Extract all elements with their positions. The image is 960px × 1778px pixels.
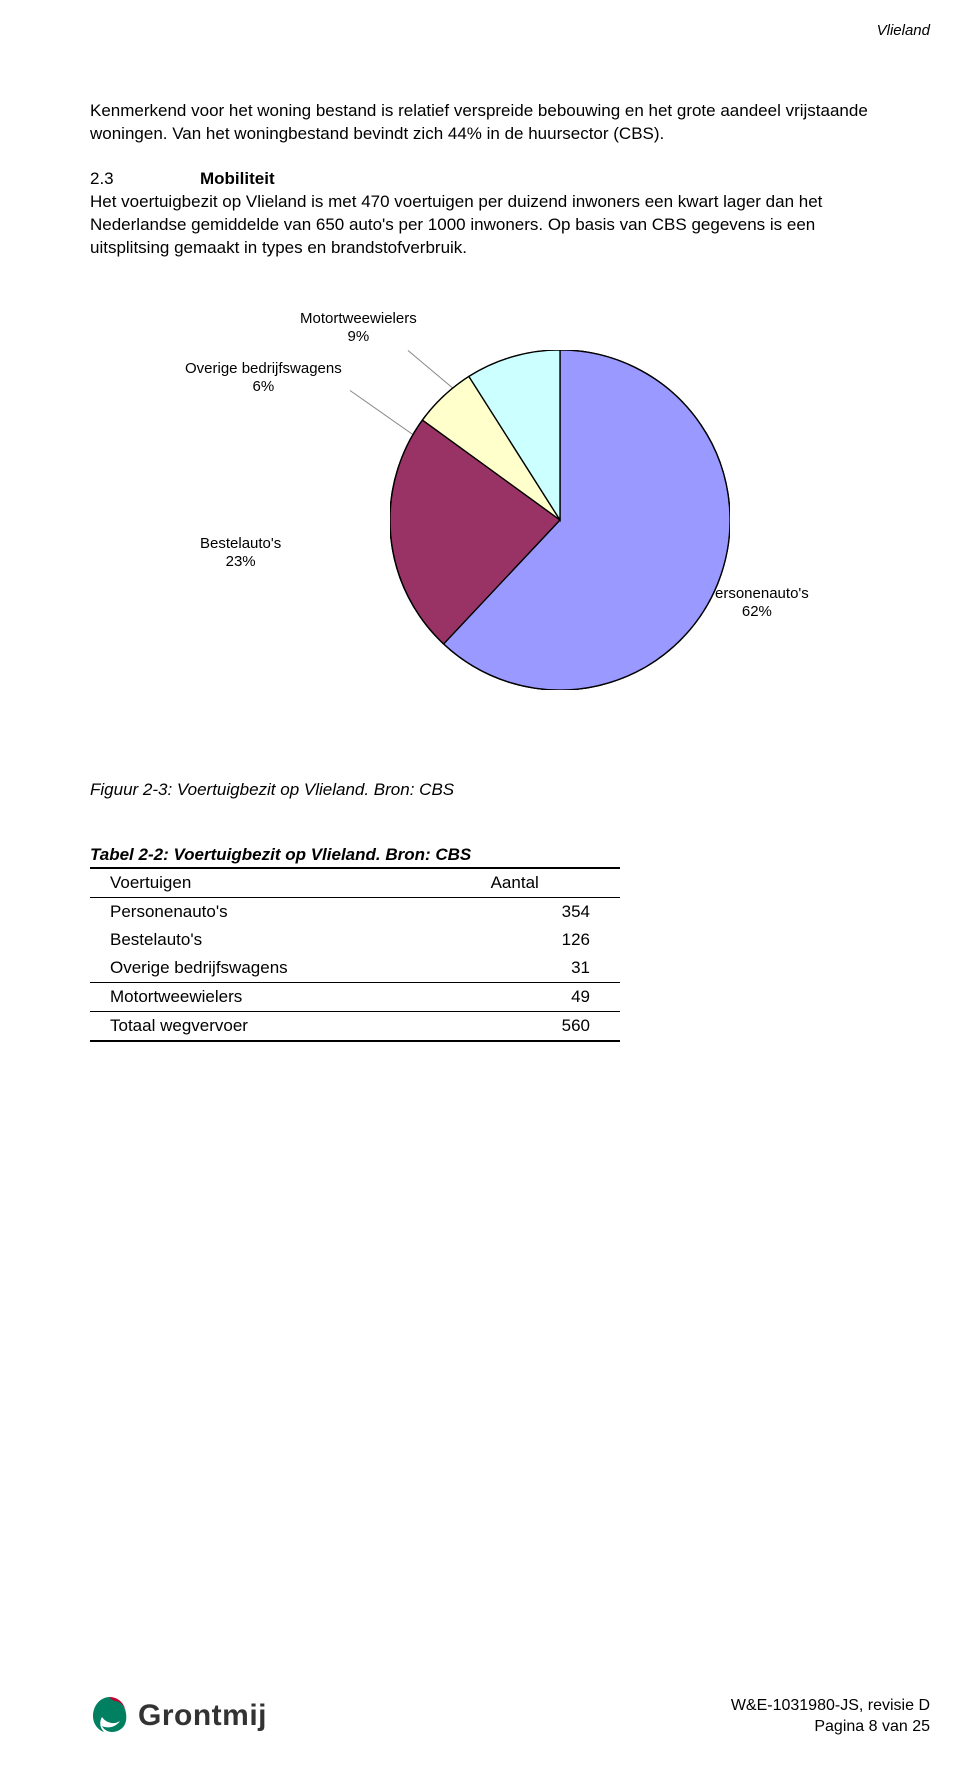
vehicle-table: Voertuigen Aantal Personenauto's 354 Bes… (90, 867, 620, 1042)
section-paragraph: Het voertuigbezit op Vlieland is met 470… (90, 191, 870, 260)
pie-label-bestel: Bestelauto's 23% (200, 535, 281, 573)
section-number: 2.3 (90, 168, 200, 191)
table-col-2: Aantal (471, 868, 620, 898)
intro-paragraph: Kenmerkend voor het woning bestand is re… (90, 100, 870, 146)
table-col-1: Voertuigen (90, 868, 471, 898)
logo: Grontmij (90, 1694, 267, 1738)
pie-chart (390, 350, 730, 690)
table-row: Personenauto's 354 (90, 897, 620, 926)
table-row: Totaal wegvervoer 560 (90, 1011, 620, 1041)
section-title: Mobiliteit (200, 168, 275, 191)
table-row: Overige bedrijfswagens 31 (90, 954, 620, 983)
logo-text: Grontmij (138, 1699, 267, 1733)
table-caption: Tabel 2-2: Voertuigbezit op Vlieland. Br… (90, 845, 870, 865)
page-header-title: Vlieland (877, 22, 930, 39)
pie-chart-container: Motortweewielers 9% Overige bedrijfswage… (90, 310, 870, 750)
figure-caption: Figuur 2-3: Voertuigbezit op Vlieland. B… (90, 780, 870, 800)
logo-icon (90, 1694, 130, 1738)
pie-label-overige: Overige bedrijfswagens 6% (185, 360, 342, 398)
table-row: Motortweewielers 49 (90, 982, 620, 1011)
table-row: Bestelauto's 126 (90, 926, 620, 954)
pie-label-motor: Motortweewielers 9% (300, 310, 417, 348)
footer-info: W&E-1031980-JS, revisie D Pagina 8 van 2… (731, 1695, 930, 1738)
